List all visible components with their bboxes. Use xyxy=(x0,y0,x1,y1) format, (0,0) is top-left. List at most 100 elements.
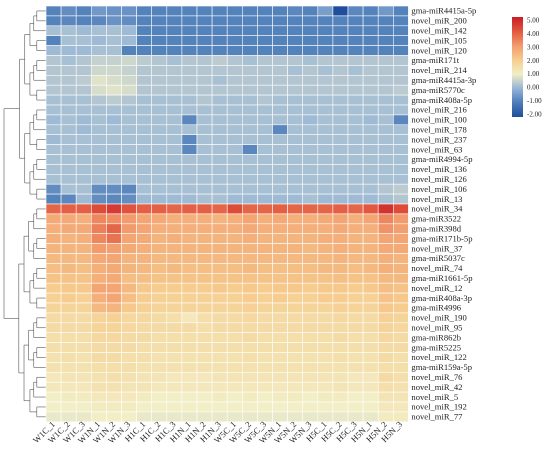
heatmap-cell xyxy=(91,114,107,126)
heatmap-cell xyxy=(75,114,92,126)
heatmap-cell xyxy=(211,332,228,343)
heatmap-cell xyxy=(287,94,304,106)
heatmap-cell xyxy=(392,84,409,96)
heatmap-cell xyxy=(181,5,198,17)
heatmap-cell xyxy=(362,352,379,363)
heatmap-cell xyxy=(392,164,409,175)
heatmap-cell xyxy=(332,253,349,264)
heatmap-cell xyxy=(106,183,122,195)
row-label: gma-miR398d xyxy=(411,224,461,234)
heatmap-cell xyxy=(75,193,92,205)
heatmap-cell xyxy=(91,282,107,294)
heatmap-cell xyxy=(45,104,62,116)
heatmap-cell xyxy=(242,75,258,86)
heatmap-cell xyxy=(287,362,304,373)
heatmap-cell xyxy=(377,114,394,126)
heatmap-cell xyxy=(242,332,258,343)
heatmap-cell xyxy=(106,401,122,413)
heatmap-cell xyxy=(166,272,183,284)
heatmap-cell xyxy=(317,312,334,324)
heatmap-cell xyxy=(196,55,213,66)
heatmap-cell xyxy=(272,401,288,413)
heatmap-cell xyxy=(211,263,228,274)
heatmap-cell xyxy=(211,94,228,106)
heatmap-cell xyxy=(257,263,273,274)
heatmap-cell xyxy=(106,164,122,175)
heatmap-cell xyxy=(377,263,394,274)
heatmap-cell xyxy=(136,144,153,155)
heatmap-cell xyxy=(332,243,349,254)
heatmap-cell xyxy=(211,104,228,116)
row-label: novel_miR_13 xyxy=(411,194,462,204)
heatmap-cell xyxy=(181,154,198,165)
heatmap-cell xyxy=(106,75,122,86)
heatmap-cell xyxy=(166,263,183,274)
heatmap-cell xyxy=(377,154,394,165)
row-label: novel_miR_142 xyxy=(411,26,466,36)
heatmap-cell xyxy=(242,164,258,175)
heatmap-cell xyxy=(121,401,137,413)
heatmap-cell xyxy=(362,391,379,403)
heatmap-cell xyxy=(121,124,137,136)
heatmap-cell xyxy=(332,164,349,175)
heatmap-cell xyxy=(287,342,304,353)
heatmap-cell xyxy=(91,45,107,56)
heatmap-cell xyxy=(121,312,137,324)
heatmap-cell xyxy=(211,342,228,353)
heatmap-cell xyxy=(257,233,273,244)
heatmap-cell xyxy=(257,253,273,264)
heatmap-cell xyxy=(226,223,243,235)
heatmap-cell xyxy=(242,223,258,235)
row-label: gma-miR3522 xyxy=(411,214,461,224)
heatmap-cell xyxy=(136,362,153,373)
heatmap-cell xyxy=(75,292,92,304)
heatmap-cell xyxy=(60,381,77,393)
heatmap-cell xyxy=(272,94,288,106)
heatmap-cell xyxy=(302,84,319,96)
heatmap-cell xyxy=(45,193,62,205)
heatmap-cell xyxy=(75,362,92,373)
heatmap-cell xyxy=(347,5,364,17)
heatmap-cell xyxy=(302,65,319,76)
row-label: gma-miR5770c xyxy=(411,85,465,95)
heatmap-cell xyxy=(196,164,213,175)
heatmap-cell xyxy=(347,213,364,225)
heatmap-cell xyxy=(60,233,77,244)
heatmap-cell xyxy=(362,174,379,185)
heatmap-cell xyxy=(45,134,62,145)
heatmap-cell xyxy=(347,312,364,324)
heatmap-cell xyxy=(257,282,273,294)
heatmap-cell xyxy=(257,25,273,36)
heatmap-cell xyxy=(151,391,168,403)
heatmap-cell xyxy=(272,65,288,76)
heatmap-cell xyxy=(45,75,62,86)
heatmap-cell xyxy=(362,371,379,383)
heatmap-cell xyxy=(272,362,288,373)
heatmap-cell xyxy=(272,302,288,314)
heatmap-cell xyxy=(196,292,213,304)
heatmap-cell xyxy=(317,322,334,333)
heatmap-cell xyxy=(347,362,364,373)
heatmap-cell xyxy=(377,381,394,393)
heatmap-cell xyxy=(151,312,168,324)
heatmap-cell xyxy=(272,312,288,324)
heatmap-cell xyxy=(362,25,379,36)
heatmap-cell xyxy=(60,302,77,314)
heatmap-cell xyxy=(332,352,349,363)
heatmap-cell xyxy=(347,154,364,165)
heatmap-cell xyxy=(166,381,183,393)
heatmap-cell xyxy=(166,362,183,373)
heatmap-cell xyxy=(317,134,334,145)
heatmap-cell xyxy=(106,65,122,76)
heatmap-cell xyxy=(166,94,183,106)
heatmap-cell xyxy=(121,322,137,333)
heatmap-cell xyxy=(45,94,62,106)
heatmap-cell xyxy=(272,15,288,27)
heatmap-cell xyxy=(287,302,304,314)
heatmap-cell xyxy=(181,25,198,36)
heatmap-cell xyxy=(75,233,92,244)
heatmap-cell xyxy=(377,94,394,106)
heatmap-cell xyxy=(91,253,107,264)
heatmap-cell xyxy=(332,183,349,195)
heatmap-cell xyxy=(257,124,273,136)
